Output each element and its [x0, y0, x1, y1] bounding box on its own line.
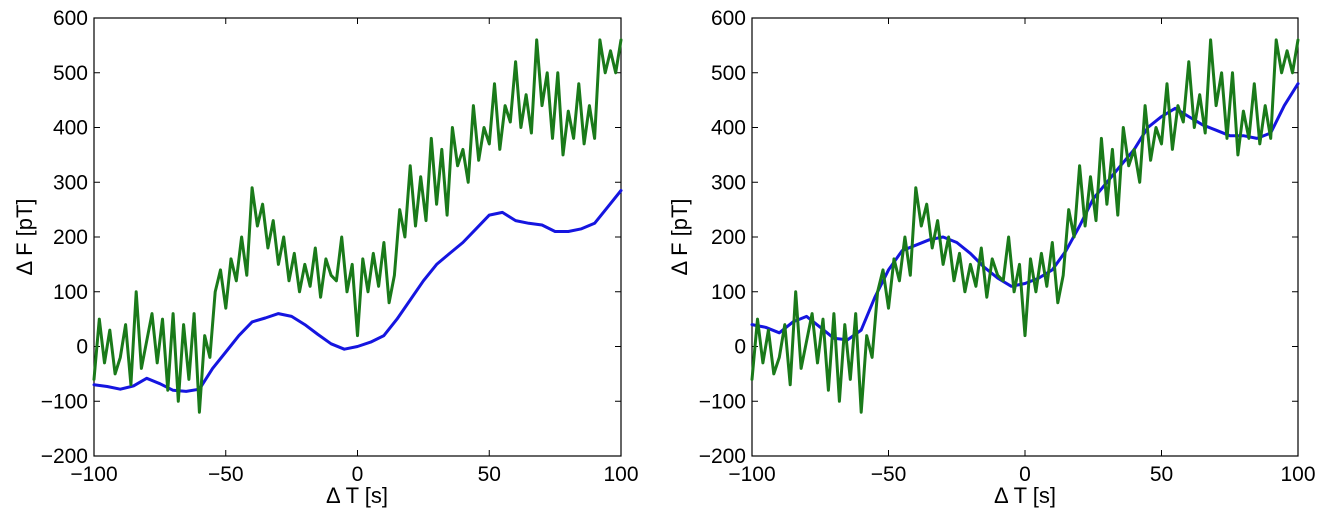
ticks [93, 17, 622, 457]
x-axis-label: Δ T [s] [994, 483, 1056, 508]
y-tick-label: 300 [711, 171, 746, 194]
chart-right: −100 −50 0 50 100−200−1000100200300400500600… [667, 7, 1316, 508]
x-axis-label: Δ T [s] [326, 483, 388, 508]
y-tick-label: 500 [711, 62, 746, 85]
y-tick-label: −100 [41, 390, 88, 413]
y-tick-label: 400 [711, 117, 746, 140]
x-tick-label: 100 [603, 463, 638, 486]
series-blue-line [92, 189, 623, 393]
y-tick-label: −200 [41, 445, 88, 468]
x-tick-label: −100 [70, 463, 117, 486]
y-tick-label: 100 [711, 281, 746, 304]
y-tick-label: −100 [699, 390, 746, 413]
y-tick-label: 400 [53, 117, 88, 140]
y-tick-label: 200 [711, 226, 746, 249]
series-group [750, 38, 1300, 414]
y-tick-label: −200 [699, 445, 746, 468]
y-tick-label: 200 [53, 226, 88, 249]
x-tick-label: −50 [208, 463, 244, 486]
y-axis-label: Δ F [pT] [12, 198, 37, 275]
x-tick-label: 0 [1019, 463, 1031, 486]
series-green-line [750, 38, 1300, 414]
y-tick-label: 600 [53, 7, 88, 30]
y-tick-label: 600 [711, 7, 746, 30]
x-tick-label: 0 [352, 463, 364, 486]
x-tick-label: −50 [871, 463, 907, 486]
x-tick-label: −100 [728, 463, 775, 486]
x-tick-label: 50 [1150, 463, 1173, 486]
y-tick-label: 0 [76, 336, 88, 359]
y-tick-label: 0 [734, 336, 746, 359]
series-group [92, 38, 623, 414]
x-tick-label: 100 [1280, 463, 1315, 486]
series-green-line [92, 38, 623, 414]
y-tick-label: 300 [53, 171, 88, 194]
series-blue-line [750, 82, 1300, 342]
y-axis-label: Δ F [pT] [667, 198, 692, 275]
x-tick-label: 50 [478, 463, 501, 486]
y-tick-label: 100 [53, 281, 88, 304]
chart-left: −100 −50 0 50 100−200−1000100200300400500600… [12, 7, 639, 508]
ticks [751, 17, 1299, 457]
plot-frame [751, 17, 1299, 457]
y-tick-label: 500 [53, 62, 88, 85]
